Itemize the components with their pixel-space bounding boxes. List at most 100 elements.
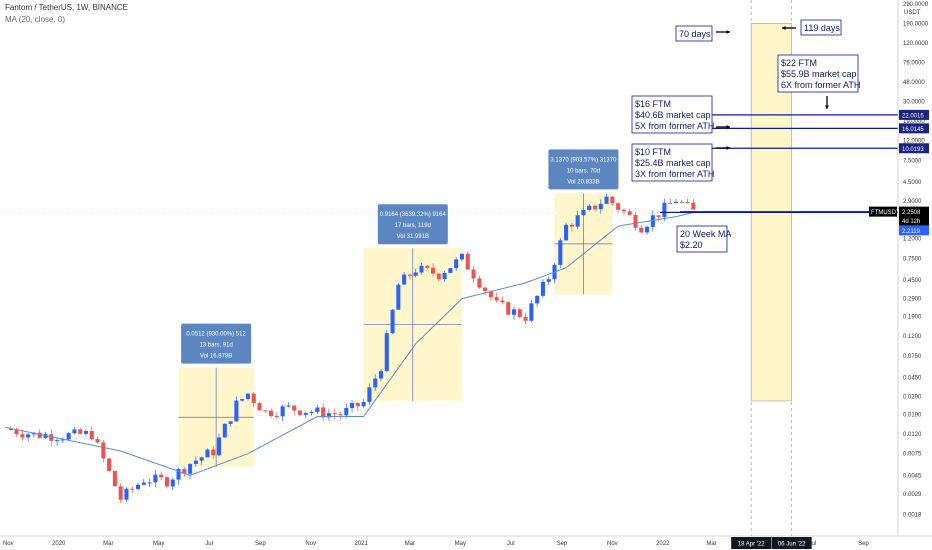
note-target-16-line: 5X from former ATH (635, 121, 714, 131)
candle-body (402, 274, 407, 285)
current-price-tag[interactable] (899, 206, 929, 227)
price-scale[interactable]: USDT 290.0000 190.0000 120.0000 76.0000 48.00… (899, 2, 929, 518)
candle-body (205, 449, 210, 458)
countdown-text: 4d 12h (902, 219, 920, 225)
candle-body (511, 309, 517, 315)
candle-body (425, 265, 430, 268)
candle-body (136, 484, 141, 490)
candle-body (587, 205, 592, 210)
measure-label-line: 0.9164 (3639.32%) 9164 (380, 212, 447, 218)
y-tick-label: 48.0000 (903, 80, 925, 86)
candle-body (616, 203, 621, 210)
candle-body (378, 371, 384, 379)
arrow-119-days-head (782, 26, 786, 30)
candle-body (662, 202, 667, 217)
candle-body (436, 273, 441, 280)
note-target-10[interactable] (631, 143, 713, 182)
measure-label-box (377, 204, 448, 245)
x-tick-label: 2022 (656, 541, 670, 547)
candle-body (26, 434, 31, 438)
candle-body (43, 434, 48, 438)
candle-body (650, 215, 655, 227)
time-scale[interactable]: Nov 2020 Mar May Jul Sep Nov 2021 Mar May Jul Sep No… (3, 537, 870, 549)
y-tick-label: 0.4500 (903, 278, 922, 284)
candle-body (240, 398, 245, 401)
candle-body (95, 439, 100, 443)
candle-body (407, 274, 412, 276)
note-target-22[interactable] (777, 54, 859, 93)
candle-body (234, 400, 239, 422)
candle-body (442, 272, 447, 280)
date-tag[interactable] (771, 537, 812, 549)
ma-price-tag[interactable] (899, 225, 929, 236)
y-tick-label: 120.0000 (903, 41, 929, 47)
measure-label-box (181, 323, 252, 364)
y-tick-label: 0.0018 (903, 512, 922, 518)
candle-body (338, 414, 343, 416)
arrow-target-22-head (825, 105, 829, 109)
candle-body (367, 387, 372, 402)
candle-body (558, 240, 563, 265)
candle-body (55, 440, 60, 442)
measure-label-line: 17 bars, 119d (395, 223, 431, 229)
note-ma-label-line: $2.20 (680, 240, 703, 250)
candle-body (540, 281, 545, 296)
candle-body (147, 482, 152, 484)
price-level-tag[interactable] (899, 123, 929, 134)
y-tick-label: 0.2900 (903, 297, 922, 303)
measure-label-line: Vol 16.878B (200, 354, 232, 360)
indicator-legend[interactable]: MA (20, close, 0) (5, 15, 66, 24)
x-tick-label: May (153, 541, 164, 547)
candle-body (251, 393, 256, 404)
x-tick-label: Mar (706, 541, 716, 547)
candle-body (610, 196, 615, 204)
candle-body (297, 410, 303, 415)
price-level-tag[interactable] (899, 143, 929, 154)
candle-body (170, 479, 175, 487)
moving-average-line (4, 212, 694, 476)
candle-body (627, 211, 632, 215)
candle-body (535, 295, 540, 304)
symbol-tag[interactable] (869, 206, 897, 217)
date-tag[interactable] (731, 537, 772, 549)
date-tag-text: 18 Apr '22 (738, 542, 765, 548)
note-70-days[interactable] (675, 25, 713, 42)
y-tick-label: 0.0190 (903, 412, 922, 418)
measure-label-line: 10 bars, 70d (567, 168, 600, 174)
arrow-target-10-head (726, 146, 730, 150)
candle-body (621, 209, 626, 212)
x-tick-label: 2020 (52, 541, 66, 547)
x-tick-label: Sep (858, 541, 869, 547)
candle-body (286, 405, 291, 407)
candle-body (523, 316, 528, 321)
candle-body (228, 421, 233, 424)
candle-body (8, 428, 13, 431)
note-ma-label[interactable] (676, 225, 728, 253)
candle-body (124, 488, 129, 500)
note-119-days[interactable] (800, 19, 842, 36)
arrow-70-days-head (726, 30, 730, 34)
candle-body (581, 209, 586, 216)
y-tick-label: 76.0000 (903, 60, 925, 66)
candle-body (592, 205, 598, 210)
y-tick-label: 4.5000 (903, 180, 922, 186)
candle-body (83, 430, 89, 434)
candle-body (546, 279, 551, 282)
y-tick-label: 0.1200 (903, 334, 922, 340)
note-target-16-line: $16 FTM (635, 99, 671, 109)
candle-body (569, 224, 574, 227)
note-target-16[interactable] (631, 95, 713, 134)
candle-body (107, 458, 112, 471)
price-level-tag[interactable] (899, 109, 929, 120)
candle-body (269, 410, 274, 416)
note-target-10-line: 3X from former ATH (635, 169, 714, 179)
candle-body (517, 309, 522, 317)
price-level-tag-text: 22.0015 (902, 113, 924, 119)
x-tick-label: Sep (255, 541, 266, 547)
candle-body (448, 268, 453, 273)
candle-body (656, 215, 661, 217)
y-tick-label: 2.9000 (903, 199, 922, 205)
candle-body (245, 393, 250, 399)
y-tick-label: 0.0750 (903, 354, 922, 360)
